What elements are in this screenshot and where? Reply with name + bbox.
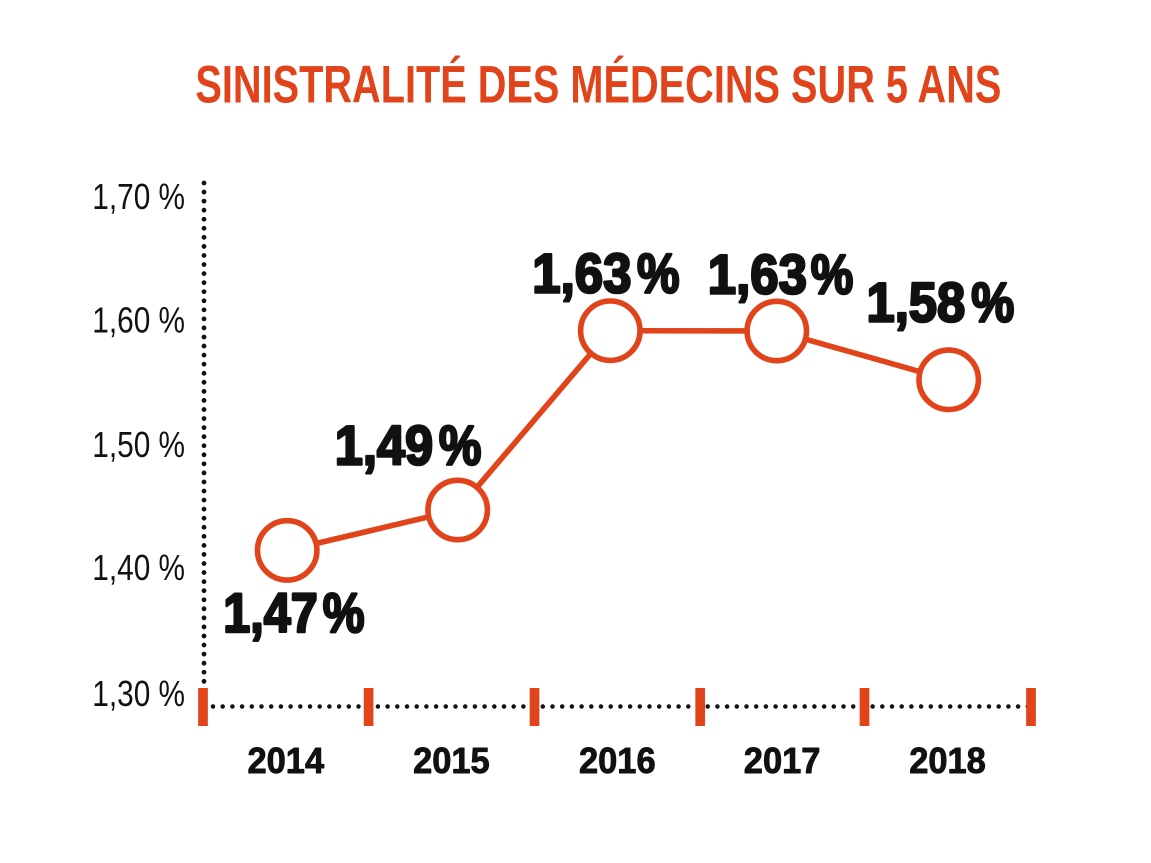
- svg-text:1,49: 1,49: [335, 413, 434, 476]
- svg-text:%: %: [811, 242, 854, 305]
- svg-text:1,70 %: 1,70 %: [92, 176, 185, 217]
- svg-text:2016: 2016: [579, 740, 656, 781]
- svg-text:SINISTRALITÉ DES MÉDECINS SUR: SINISTRALITÉ DES MÉDECINS SUR 5 ANS: [195, 54, 1001, 114]
- svg-text:%: %: [971, 270, 1014, 333]
- svg-text:2015: 2015: [413, 740, 490, 781]
- svg-text:2014: 2014: [248, 740, 325, 781]
- svg-text:1,40 %: 1,40 %: [92, 547, 185, 588]
- svg-text:1,63: 1,63: [708, 242, 807, 305]
- svg-text:%: %: [637, 242, 680, 305]
- svg-text:1,30 %: 1,30 %: [92, 673, 185, 714]
- svg-text:1,58: 1,58: [867, 270, 966, 333]
- svg-text:1,63: 1,63: [532, 242, 631, 305]
- svg-text:1,50 %: 1,50 %: [92, 424, 185, 465]
- svg-text:2018: 2018: [909, 740, 986, 781]
- svg-text:2017: 2017: [744, 740, 821, 781]
- svg-text:1,60 %: 1,60 %: [92, 299, 185, 340]
- svg-text:%: %: [439, 413, 482, 476]
- svg-text:%: %: [323, 581, 365, 644]
- svg-text:1,47: 1,47: [223, 581, 317, 644]
